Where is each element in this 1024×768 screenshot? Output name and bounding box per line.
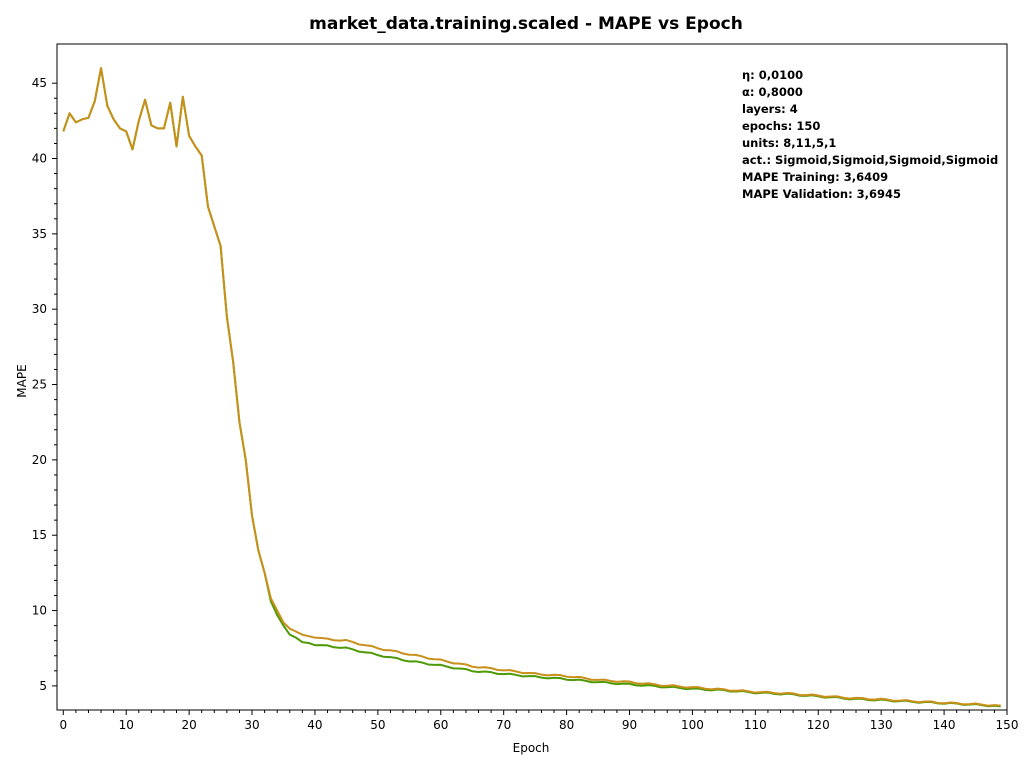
chart-title: market_data.training.scaled - MAPE vs Ep… xyxy=(309,14,743,34)
x-tick-label: 40 xyxy=(307,718,322,732)
y-tick-label: 10 xyxy=(32,604,47,618)
x-axis: 0 10 20 30 40 50 60 70 80 90 100 110 120 130 140 150 xyxy=(59,710,1018,732)
x-tick-label: 110 xyxy=(744,718,767,732)
y-tick-label: 20 xyxy=(32,453,47,467)
annotation-line: act.: Sigmoid,Sigmoid,Sigmoid,Sigmoid xyxy=(742,153,998,167)
y-tick-label: 5 xyxy=(39,679,47,693)
annotation-line: units: 8,11,5,1 xyxy=(742,136,836,150)
x-tick-label: 80 xyxy=(559,718,574,732)
annotation-line: MAPE Training: 3,6409 xyxy=(742,170,888,184)
y-tick-label: 25 xyxy=(32,378,47,392)
annotation-line: epochs: 150 xyxy=(742,119,820,133)
series-layer xyxy=(62,67,1001,708)
x-tick-label: 20 xyxy=(181,718,196,732)
x-tick-label: 90 xyxy=(622,718,637,732)
x-tick-label: 140 xyxy=(933,718,956,732)
x-tick-label: 10 xyxy=(119,718,134,732)
x-tick-label: 30 xyxy=(244,718,259,732)
x-tick-label: 120 xyxy=(807,718,830,732)
x-tick-label: 70 xyxy=(496,718,511,732)
series-line-2 xyxy=(62,67,1001,707)
annotation-line: η: 0,0100 xyxy=(742,68,803,82)
y-tick-label: 45 xyxy=(32,76,47,90)
annotation-block: η: 0,0100 α: 0,8000 layers: 4 epochs: 150 un… xyxy=(742,68,998,201)
y-axis: 5 10 15 20 25 30 35 40 45 xyxy=(32,76,57,693)
x-tick-label: 100 xyxy=(681,718,704,732)
annotation-line: layers: 4 xyxy=(742,102,798,116)
x-tick-label: 150 xyxy=(996,718,1019,732)
y-tick-label: 35 xyxy=(32,227,47,241)
x-tick-label: 0 xyxy=(59,718,67,732)
y-axis-label: MAPE xyxy=(15,364,29,397)
y-tick-label: 30 xyxy=(32,302,47,316)
x-tick-label: 60 xyxy=(433,718,448,732)
x-axis-label: Epoch xyxy=(513,741,550,755)
y-tick-label: 40 xyxy=(32,152,47,166)
annotation-line: MAPE Validation: 3,6945 xyxy=(742,187,901,201)
annotation-line: α: 0,8000 xyxy=(742,85,803,99)
x-tick-label: 50 xyxy=(370,718,385,732)
x-tick-label: 130 xyxy=(870,718,893,732)
plot-area xyxy=(56,43,1008,711)
y-tick-label: 15 xyxy=(32,528,47,542)
